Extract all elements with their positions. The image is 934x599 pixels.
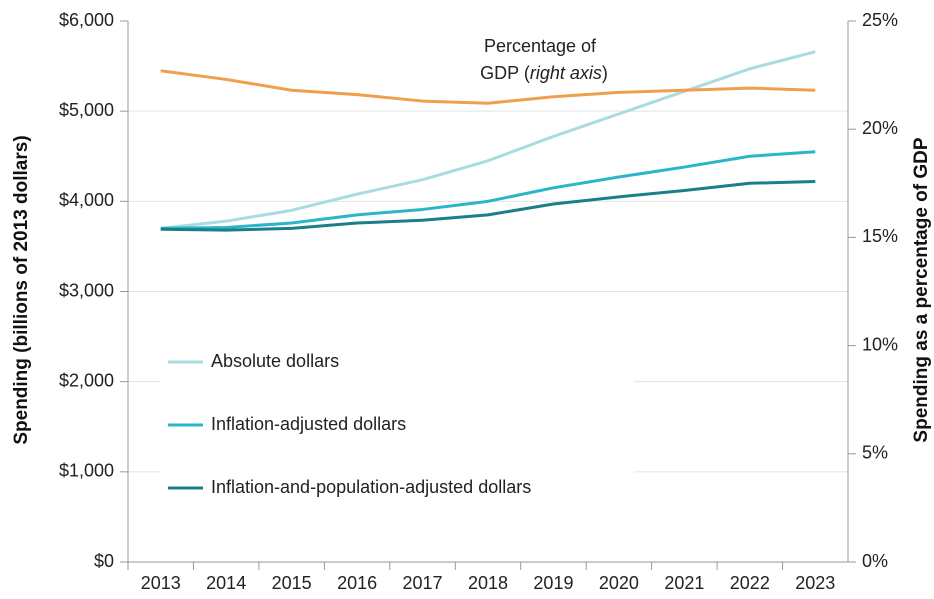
annotation-part: ) xyxy=(602,63,608,83)
y2-tick-label: 10% xyxy=(862,334,898,354)
x-tick-label: 2013 xyxy=(141,573,181,593)
x-tick-label: 2020 xyxy=(599,573,639,593)
series-line xyxy=(160,69,816,105)
y-tick-label: $5,000 xyxy=(59,100,114,120)
y2-tick-label: 0% xyxy=(862,551,888,571)
annotation-line: Percentage of xyxy=(484,36,597,56)
legend-box xyxy=(160,340,634,505)
y-axis-title: Spending (billions of 2013 dollars) xyxy=(11,135,32,444)
x-tick-label: 2023 xyxy=(795,573,835,593)
y-tick-label: $4,000 xyxy=(59,190,114,210)
y-tick-label: $0 xyxy=(94,551,114,571)
y2-axis-title: Spending as a percentage of GDP xyxy=(911,137,932,442)
series-line xyxy=(160,179,816,232)
x-tick-label: 2019 xyxy=(533,573,573,593)
annotation-part: GDP ( xyxy=(480,63,530,83)
x-tick-label: 2018 xyxy=(468,573,508,593)
legend-label: Inflation-and-population-adjusted dollar… xyxy=(211,477,531,497)
series-line xyxy=(160,150,816,230)
y-tick-label: $3,000 xyxy=(59,280,114,300)
x-tick-label: 2022 xyxy=(730,573,770,593)
y2-tick-label: 15% xyxy=(862,226,898,246)
annotation: GDP (right axis) xyxy=(480,63,608,83)
x-tick-label: 2014 xyxy=(206,573,246,593)
x-tick-label: 2016 xyxy=(337,573,377,593)
y-tick-label: $2,000 xyxy=(59,370,114,390)
annotation-part: right axis xyxy=(530,63,602,83)
x-tick-label: 2015 xyxy=(272,573,312,593)
legend-label: Inflation-adjusted dollars xyxy=(211,414,406,434)
y-tick-label: $6,000 xyxy=(59,10,114,30)
y2-tick-label: 25% xyxy=(862,10,898,30)
annotation: Percentage of xyxy=(484,36,597,56)
legend-label: Absolute dollars xyxy=(211,351,339,371)
y2-tick-label: 20% xyxy=(862,118,898,138)
series-line xyxy=(160,50,816,230)
x-tick-label: 2017 xyxy=(403,573,443,593)
x-tick-label: 2021 xyxy=(664,573,704,593)
y-tick-label: $1,000 xyxy=(59,461,114,481)
y2-tick-label: 5% xyxy=(862,443,888,463)
